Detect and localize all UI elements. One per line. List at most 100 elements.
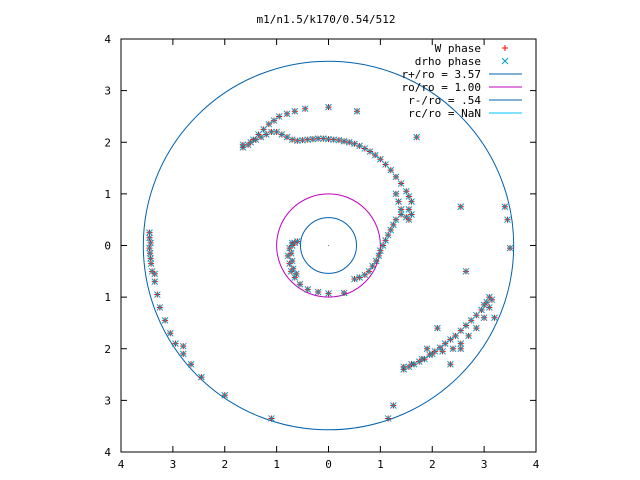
data-point — [262, 131, 270, 138]
data-point — [275, 113, 283, 120]
drho-phase-point — [289, 265, 297, 273]
drho-phase-point — [151, 270, 159, 278]
y-tick-label: 1 — [104, 188, 111, 201]
drho-phase-point — [146, 229, 153, 236]
drho-phase-point — [356, 142, 363, 150]
data-point — [397, 206, 405, 213]
data-point — [351, 275, 358, 283]
drho-phase-point — [447, 336, 454, 343]
data-point — [504, 216, 511, 224]
data-point — [372, 257, 380, 265]
data-point — [449, 345, 457, 353]
data-point — [480, 314, 488, 322]
drho-phase-point — [273, 128, 280, 136]
data-point — [361, 145, 369, 152]
data-point — [291, 107, 299, 115]
data-point — [447, 336, 454, 343]
data-point — [268, 128, 275, 136]
data-point — [405, 216, 413, 224]
data-point — [366, 148, 374, 155]
drho-phase-point — [291, 107, 299, 115]
legend-marker — [501, 57, 509, 65]
data-point — [270, 117, 278, 124]
legend-label: r+/ro = 3.57 — [402, 68, 481, 81]
data-point — [172, 340, 179, 347]
drho-phase-point — [462, 267, 470, 275]
drho-phase-point — [491, 314, 498, 322]
data-point — [436, 344, 444, 352]
data-point — [153, 291, 161, 298]
data-point — [501, 203, 509, 211]
drho-phase-point — [375, 252, 383, 260]
data-point — [371, 151, 379, 159]
legend-label: ro/ro = 1.00 — [402, 81, 481, 94]
drho-phase-point — [452, 332, 459, 340]
drho-phase-point — [465, 332, 472, 340]
data-point — [457, 345, 465, 353]
data-point — [400, 363, 408, 371]
drho-phase-point — [314, 135, 322, 142]
drho-phase-point — [265, 120, 273, 128]
data-point — [288, 257, 296, 265]
drho-phase-point — [287, 249, 295, 257]
drho-phase-point — [361, 145, 369, 152]
drho-phase-point — [478, 306, 485, 314]
y-tick-label: 4 — [104, 33, 111, 46]
drho-phase-point — [449, 345, 457, 353]
data-point — [340, 137, 348, 145]
drho-phase-point — [402, 187, 410, 195]
drho-phase-point — [397, 211, 405, 218]
y-tick-label: 3 — [104, 85, 111, 98]
drho-phase-point — [156, 304, 164, 311]
y-tick-label: 2 — [104, 136, 111, 149]
data-point — [441, 340, 449, 347]
data-point — [335, 136, 343, 144]
data-point — [283, 110, 291, 118]
drho-phase-point — [480, 301, 488, 309]
drho-phase-point — [384, 415, 392, 422]
drho-phase-point — [457, 340, 465, 347]
data-point — [351, 140, 358, 148]
drho-phase-point — [161, 317, 169, 324]
data-point — [314, 135, 322, 142]
drho-phase-point — [345, 138, 353, 146]
data-point — [377, 247, 384, 255]
data-point — [161, 317, 169, 324]
drho-phase-point — [239, 141, 247, 149]
data-point — [287, 249, 295, 257]
drho-phase-point — [377, 155, 384, 163]
data-point — [146, 229, 153, 236]
data-point — [265, 120, 273, 128]
data-point — [325, 103, 332, 111]
drho-phase-point — [472, 311, 480, 319]
drho-phase-point — [485, 304, 493, 311]
data-point — [472, 311, 480, 319]
reference-circle — [299, 217, 358, 274]
drho-phase-point — [179, 342, 187, 350]
data-point — [382, 161, 389, 168]
drho-phase-point — [353, 107, 361, 115]
drho-phase-point — [408, 198, 415, 205]
drho-phase-point — [408, 360, 415, 368]
data-point — [392, 190, 400, 198]
center-dot — [327, 244, 330, 247]
data-point — [447, 360, 454, 368]
drho-phase-point — [392, 216, 400, 224]
data-point — [288, 136, 296, 144]
drho-phase-point — [296, 280, 304, 288]
drho-phase-point — [387, 226, 395, 234]
drho-phase-point — [467, 317, 475, 324]
drho-phase-point — [283, 133, 291, 141]
drho-phase-point — [382, 236, 389, 244]
data-point — [418, 355, 426, 363]
data-point — [465, 332, 472, 340]
x-tick-label: 3 — [481, 458, 488, 471]
data-point — [239, 141, 247, 149]
y-tick-label: 4 — [104, 446, 111, 459]
drho-phase-point — [275, 113, 283, 120]
y-tick-label: 1 — [104, 291, 111, 304]
legend-label: r-/ro = .54 — [408, 94, 481, 107]
data-point — [434, 324, 441, 332]
x-tick-label: 0 — [325, 458, 332, 471]
x-tick-label: 1 — [377, 458, 384, 471]
